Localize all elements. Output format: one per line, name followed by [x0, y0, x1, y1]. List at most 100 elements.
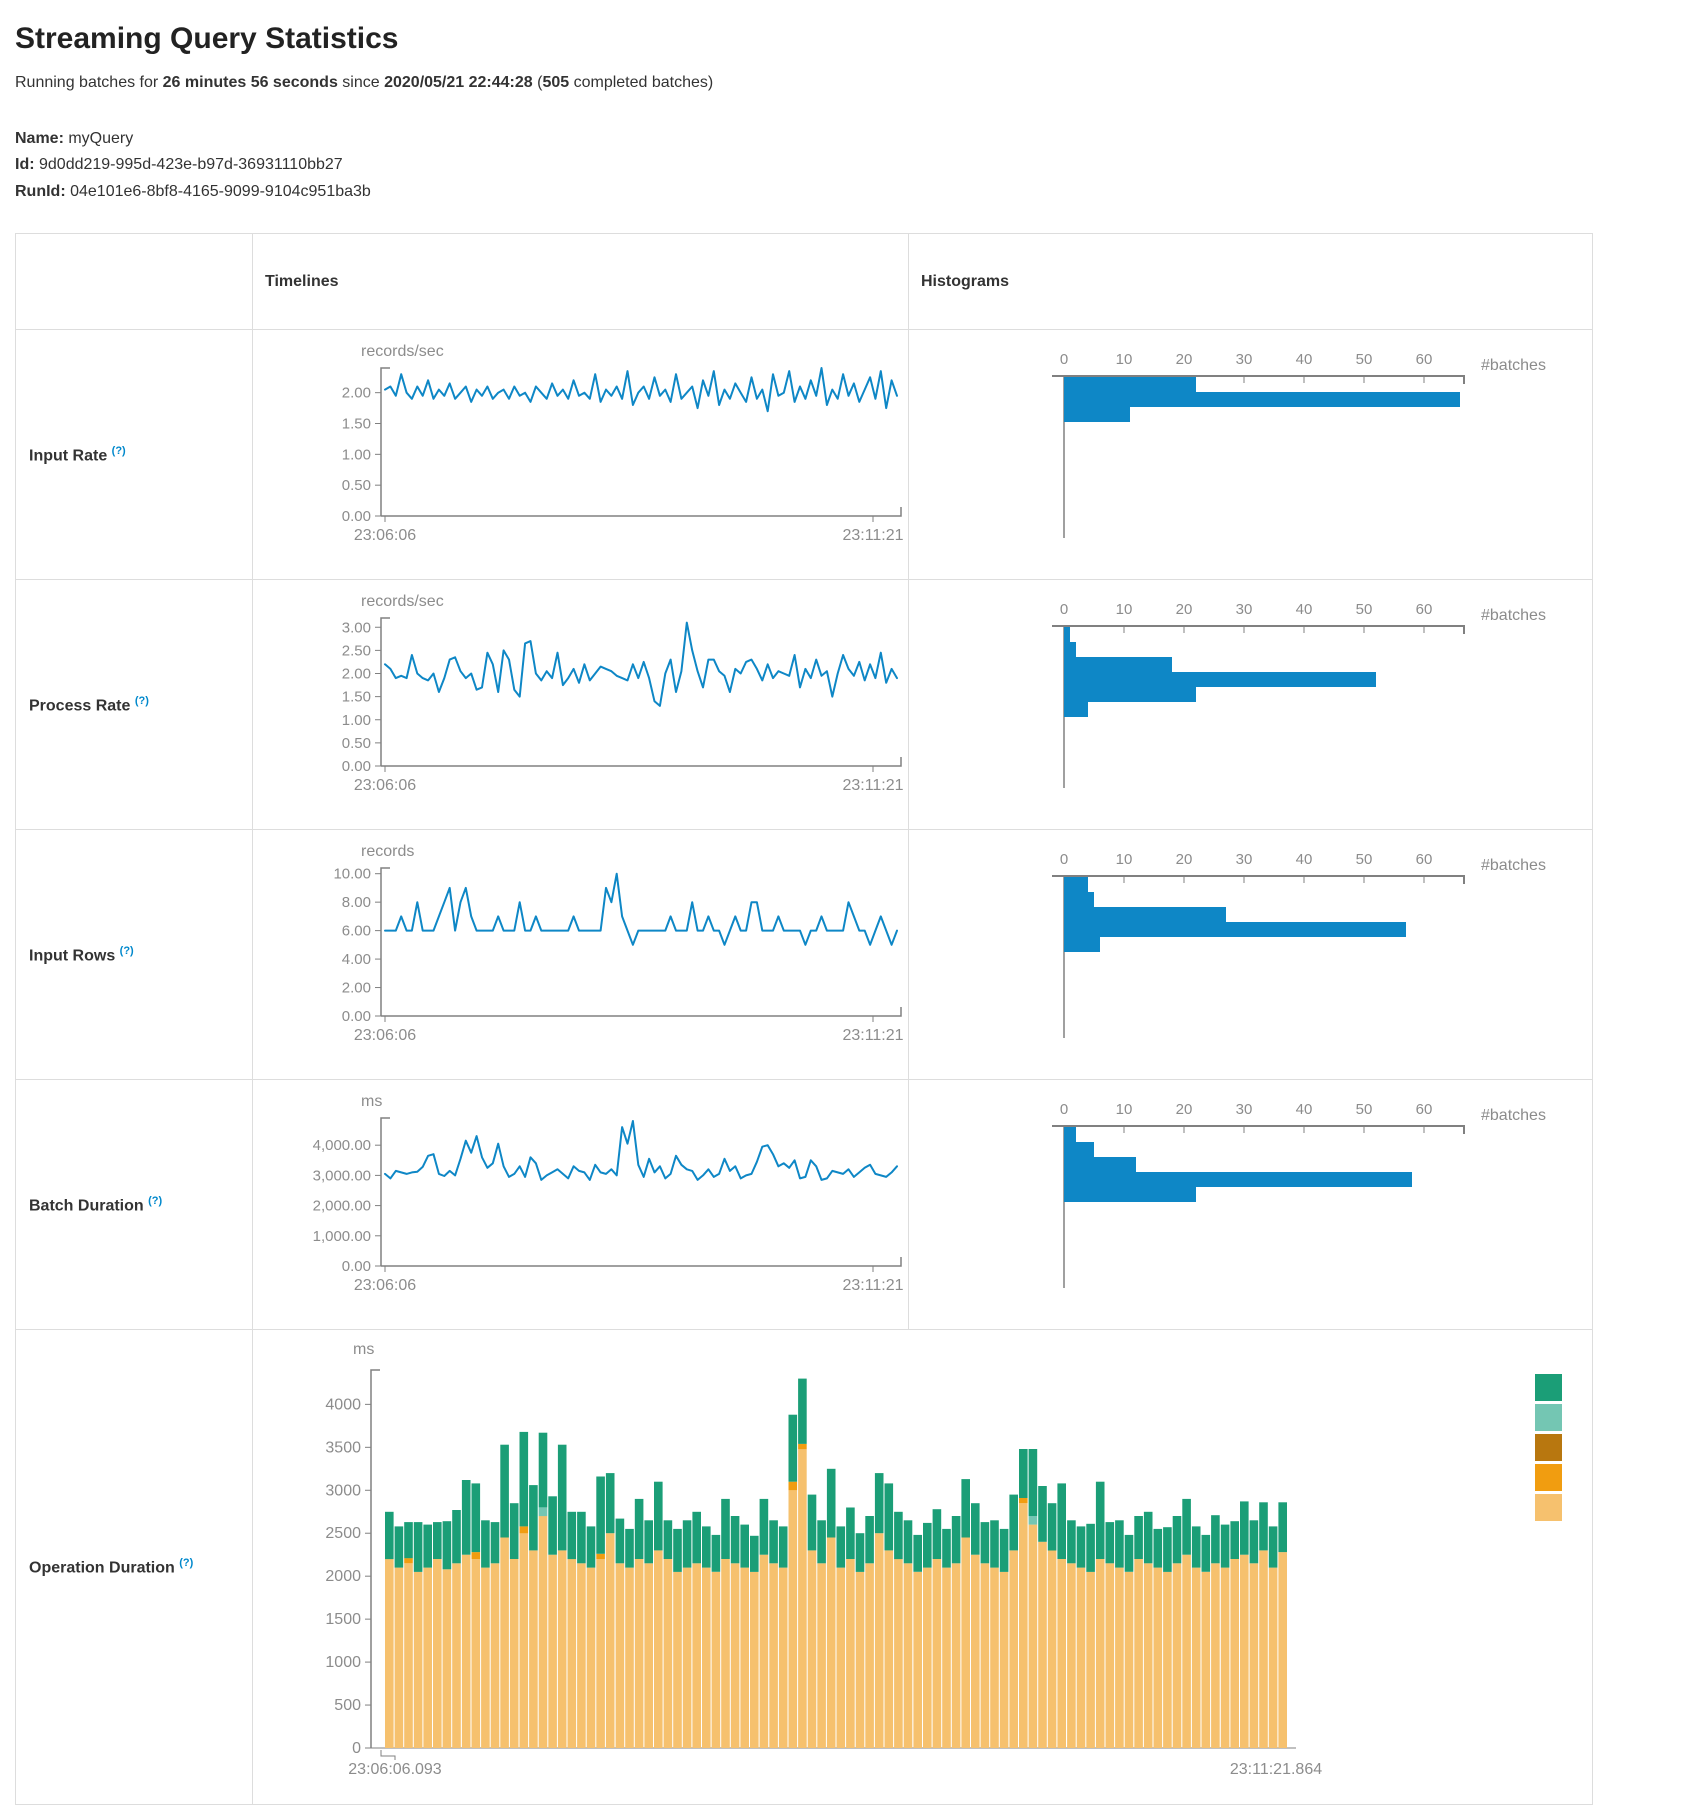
svg-text:23:11:21: 23:11:21: [842, 777, 903, 794]
svg-text:50: 50: [1356, 1101, 1373, 1118]
input-rows-label-text: Input Rows: [29, 946, 116, 964]
svg-text:#batches: #batches: [1481, 357, 1546, 374]
batch-duration-label: Batch Duration (?): [15, 1079, 253, 1331]
input-rows-help-icon[interactable]: (?): [119, 944, 134, 957]
svg-text:1,000.00: 1,000.00: [313, 1228, 371, 1245]
page-title: Streaming Query Statistics: [15, 22, 399, 55]
summary-batch-count: 505: [542, 74, 570, 91]
svg-text:3000: 3000: [325, 1482, 361, 1499]
process-rate-histogram-chart[interactable]: 0 10 20 30 40 50 60 #batches: [909, 580, 1591, 828]
operation-duration-stacked-chart[interactable]: ms 0 500 1000 1500 2000 2500 3000 3500 4000 23:06:…: [253, 1330, 1591, 1803]
svg-text:60: 60: [1416, 351, 1433, 368]
input-rate-timeline-cell: records/sec 0.00 0.50 1.00 1.50 2.00 23:06:06 2…: [252, 329, 909, 581]
process-rate-label-text: Process Rate: [29, 696, 131, 714]
svg-text:10: 10: [1116, 351, 1133, 368]
svg-text:20: 20: [1176, 601, 1193, 618]
svg-text:ms: ms: [353, 1341, 374, 1358]
svg-text:50: 50: [1356, 351, 1373, 368]
svg-text:0.00: 0.00: [342, 508, 371, 525]
summary-prefix: Running batches for: [15, 74, 163, 91]
input-rows-timeline-chart[interactable]: records 0.00 2.00 4.00 6.00 8.00 10.00 23:06:06…: [253, 830, 907, 1078]
query-name-line: Name: myQuery: [15, 126, 1678, 152]
query-name-label: Name:: [15, 130, 64, 147]
svg-text:1500: 1500: [325, 1611, 361, 1628]
svg-text:0.00: 0.00: [342, 1258, 371, 1275]
svg-text:3.00: 3.00: [342, 619, 371, 636]
svg-text:23:06:06: 23:06:06: [354, 1027, 416, 1044]
query-runid-line: RunId: 04e101e6-8bf8-4165-9099-9104c951b…: [15, 179, 1678, 205]
svg-text:records: records: [361, 843, 414, 860]
svg-text:0: 0: [1060, 1101, 1068, 1118]
svg-text:0.00: 0.00: [342, 758, 371, 775]
table-row-input-rows: Input Rows (?) records 0.00 2.00 4.00 6.00 8.…: [15, 829, 1593, 1081]
header-timelines: Timelines: [252, 233, 909, 331]
svg-text:23:11:21.864: 23:11:21.864: [1230, 1761, 1322, 1778]
svg-text:10: 10: [1116, 851, 1133, 868]
table-row-operation-duration: Operation Duration (?) ms 0 500 1000 1500 200…: [15, 1329, 1593, 1806]
svg-text:0.50: 0.50: [342, 735, 371, 752]
batch-duration-timeline-cell: ms 0.00 1,000.00 2,000.00 3,000.00 4,000.00 23…: [252, 1079, 909, 1331]
svg-text:2000: 2000: [325, 1568, 361, 1585]
query-id-value: 9d0dd219-995d-423e-b97d-36931110bb27: [34, 156, 343, 174]
summary-paren: (: [532, 74, 543, 91]
svg-text:#batches: #batches: [1481, 857, 1546, 874]
table-header-row: Timelines Histograms: [15, 233, 1593, 331]
svg-text:0: 0: [1060, 851, 1068, 868]
table-row-input-rate: Input Rate (?) records/sec 0.00 0.50 1.00 1.…: [15, 329, 1593, 581]
process-rate-help-icon[interactable]: (?): [134, 694, 149, 707]
batch-duration-timeline-chart[interactable]: ms 0.00 1,000.00 2,000.00 3,000.00 4,000.00 23…: [253, 1080, 907, 1328]
svg-text:40: 40: [1296, 351, 1313, 368]
input-rate-histogram-cell: 0 10 20 30 40 50 60 #batches: [908, 329, 1593, 581]
svg-text:23:06:06: 23:06:06: [354, 777, 416, 794]
svg-text:30: 30: [1236, 601, 1253, 618]
svg-text:2,000.00: 2,000.00: [313, 1198, 371, 1215]
svg-text:60: 60: [1416, 1101, 1433, 1118]
input-rate-help-icon[interactable]: (?): [111, 444, 126, 457]
input-rate-label-text: Input Rate: [29, 446, 108, 464]
svg-text:20: 20: [1176, 851, 1193, 868]
batch-duration-help-icon[interactable]: (?): [148, 1194, 163, 1207]
svg-text:60: 60: [1416, 851, 1433, 868]
svg-text:23:11:21: 23:11:21: [842, 1027, 903, 1044]
query-name-value: myQuery: [63, 130, 134, 147]
operation-duration-chart-cell: ms 0 500 1000 1500 2000 2500 3000 3500 4000 23:06:…: [252, 1329, 1593, 1806]
process-rate-timeline-cell: records/sec 0.00 0.50 1.00 1.50 2.00 2.50 3.00 2…: [252, 579, 909, 831]
process-rate-label: Process Rate (?): [15, 579, 253, 831]
svg-text:3500: 3500: [325, 1439, 361, 1456]
svg-text:20: 20: [1176, 351, 1193, 368]
query-info: Name: myQuery Id: 9d0dd219-995d-423e-b97…: [15, 126, 1678, 205]
input-rate-histogram-chart[interactable]: 0 10 20 30 40 50 60 #batches: [909, 330, 1591, 578]
batch-duration-histogram-chart[interactable]: 0 10 20 30 40 50 60 #batches: [909, 1080, 1591, 1328]
svg-text:30: 30: [1236, 1101, 1253, 1118]
svg-text:2.50: 2.50: [342, 643, 371, 660]
input-rows-histogram-chart[interactable]: 0 10 20 30 40 50 60 #batches: [909, 830, 1591, 1078]
input-rate-label: Input Rate (?): [15, 329, 253, 581]
svg-text:40: 40: [1296, 1101, 1313, 1118]
svg-text:4.00: 4.00: [342, 951, 371, 968]
svg-text:60: 60: [1416, 601, 1433, 618]
svg-text:3,000.00: 3,000.00: [313, 1168, 371, 1185]
query-id-label: Id:: [15, 156, 35, 174]
svg-text:50: 50: [1356, 601, 1373, 618]
operation-duration-label-text: Operation Duration: [29, 1559, 175, 1577]
header-empty-cell: [15, 233, 253, 331]
svg-text:0.00: 0.00: [342, 1008, 371, 1025]
operation-duration-help-icon[interactable]: (?): [179, 1557, 194, 1569]
input-rows-label: Input Rows (?): [15, 829, 253, 1081]
input-rate-timeline-chart[interactable]: records/sec 0.00 0.50 1.00 1.50 2.00 23:06:06 2…: [253, 330, 907, 578]
svg-text:50: 50: [1356, 851, 1373, 868]
svg-text:23:11:21: 23:11:21: [842, 1277, 903, 1294]
table-row-batch-duration: Batch Duration (?) ms 0.00 1,000.00 2,000.0…: [15, 1079, 1593, 1331]
svg-text:40: 40: [1296, 851, 1313, 868]
table-row-process-rate: Process Rate (?) records/sec 0.00 0.50 1.00…: [15, 579, 1593, 831]
svg-text:#batches: #batches: [1481, 1107, 1546, 1124]
svg-text:1.00: 1.00: [342, 712, 371, 729]
svg-text:10.00: 10.00: [333, 866, 371, 883]
input-rows-histogram-cell: 0 10 20 30 40 50 60 #batches: [908, 829, 1593, 1081]
process-rate-timeline-chart[interactable]: records/sec 0.00 0.50 1.00 1.50 2.00 2.50 3.00 2…: [253, 580, 907, 828]
svg-text:0: 0: [1060, 601, 1068, 618]
summary-suffix: completed batches): [569, 74, 714, 91]
svg-text:2.00: 2.00: [342, 666, 371, 683]
svg-text:10: 10: [1116, 601, 1133, 618]
